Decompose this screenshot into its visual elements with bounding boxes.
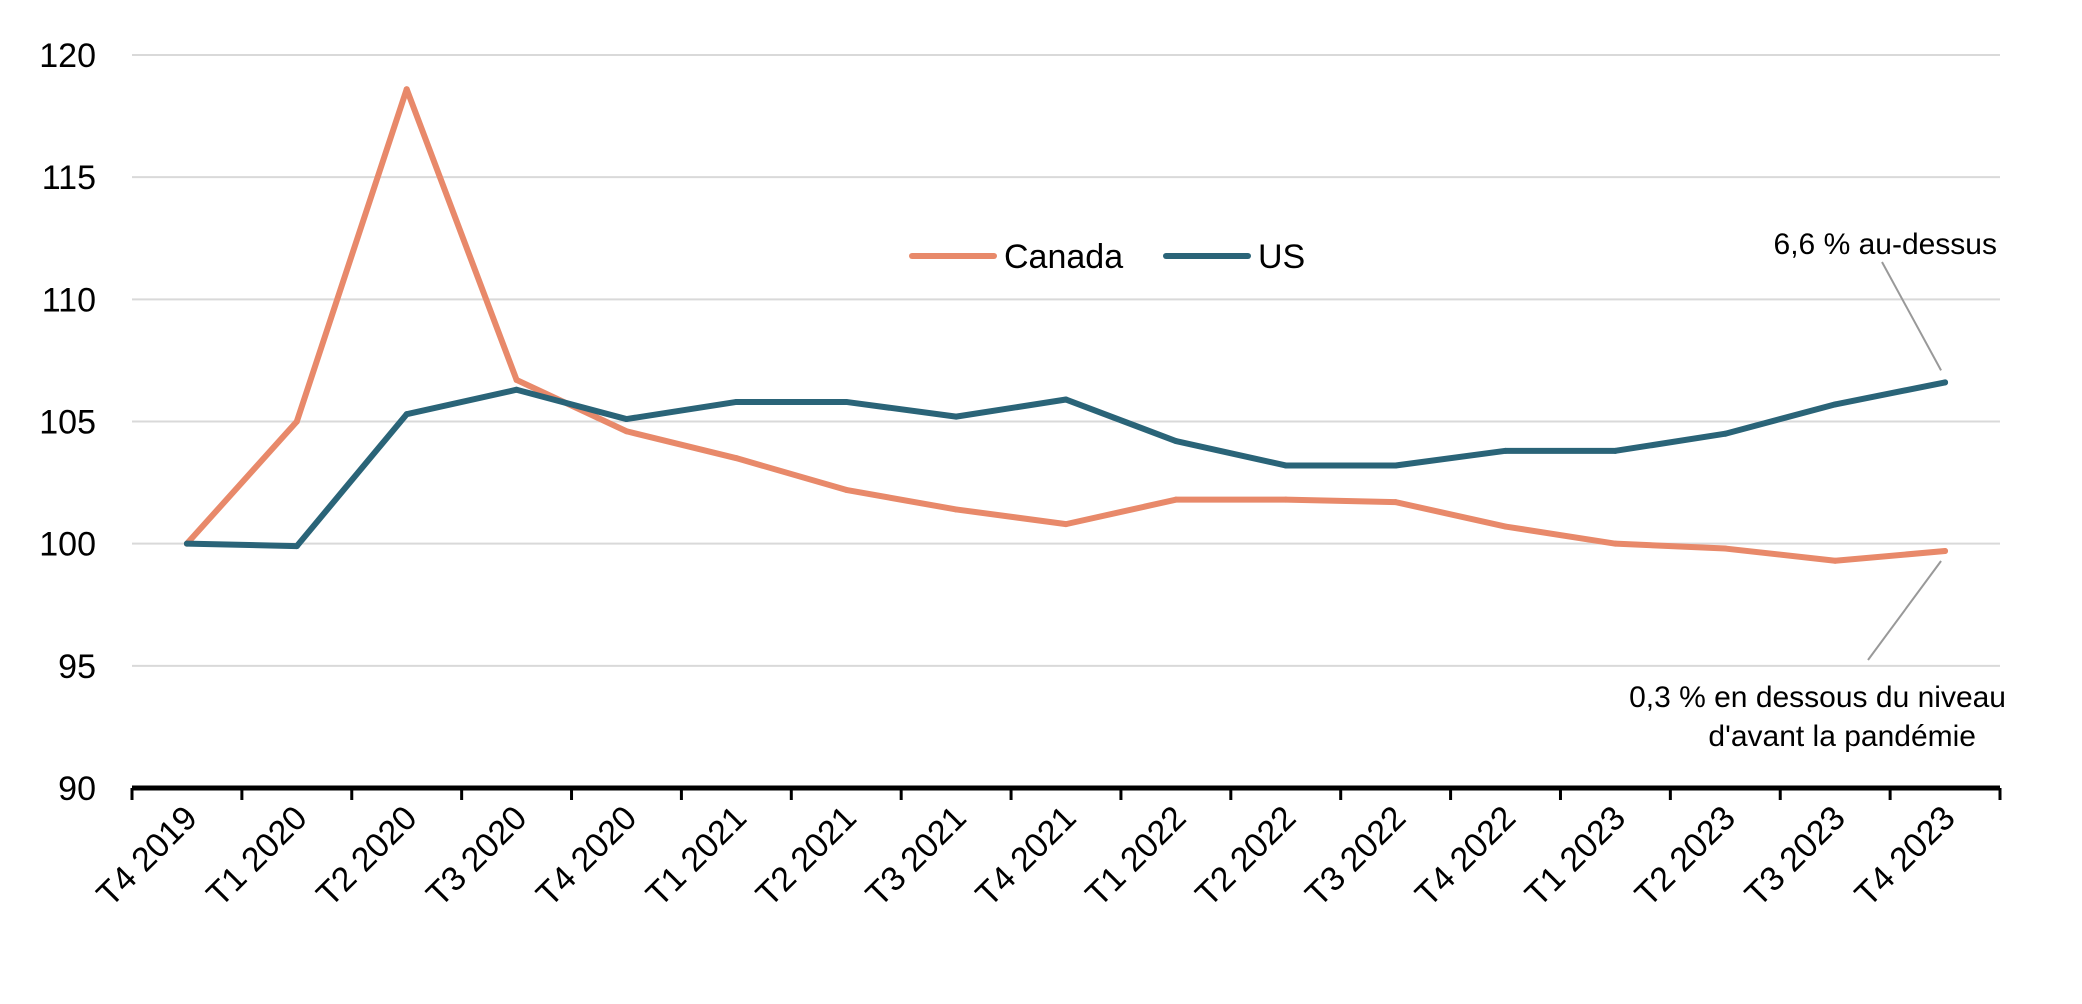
data-point-us	[1942, 379, 1949, 386]
data-point-canada	[843, 486, 850, 493]
y-tick-label: 90	[58, 770, 96, 808]
y-tick-label: 120	[39, 37, 96, 75]
data-point-us	[403, 411, 410, 418]
data-point-canada	[1612, 540, 1619, 547]
x-tick-label: T1 2023	[1518, 799, 1633, 914]
data-point-us	[1282, 462, 1289, 469]
data-point-canada	[293, 418, 300, 425]
data-point-canada	[1832, 557, 1839, 564]
annotation-text-canada: d'avant la pandémie	[1708, 720, 1976, 753]
data-point-canada	[623, 428, 630, 435]
x-tick-label: T4 2022	[1408, 799, 1523, 914]
legend: Canada US	[909, 238, 1305, 276]
x-tick-label: T4 2020	[529, 799, 644, 914]
data-point-us	[1172, 438, 1179, 445]
data-point-canada	[1392, 499, 1399, 506]
data-point-canada	[1942, 547, 1949, 554]
annotation-leader-us	[1881, 261, 1942, 371]
series-line-canada	[183, 86, 1949, 564]
data-point-canada	[513, 376, 520, 383]
data-point-canada	[1502, 523, 1509, 530]
data-point-canada	[1282, 496, 1289, 503]
data-point-canada	[403, 86, 410, 93]
data-point-canada	[953, 506, 960, 513]
x-tick-label: T1 2020	[199, 799, 314, 914]
data-point-canada	[1172, 496, 1179, 503]
data-point-us	[733, 398, 740, 405]
x-tick-label: T4 2023	[1848, 799, 1963, 914]
data-point-us	[293, 543, 300, 550]
x-tick-label: T3 2023	[1738, 799, 1853, 914]
x-tick-label: T3 2020	[419, 799, 534, 914]
data-point-canada	[1722, 545, 1729, 552]
data-point-us	[513, 386, 520, 393]
annotation-leader-canada	[1867, 560, 1942, 661]
y-tick-label: 105	[39, 404, 96, 442]
y-tick-label: 110	[42, 281, 96, 319]
data-point-canada	[1063, 521, 1069, 528]
data-point-us	[1392, 462, 1399, 469]
y-tick-label: 100	[39, 526, 96, 564]
annotations: 6,6 % au-dessus 0,3 % en dessous du nivea…	[1629, 228, 2006, 753]
x-tick-label: T1 2022	[1078, 799, 1193, 914]
data-point-canada	[733, 455, 740, 462]
x-tick-label: T2 2023	[1628, 799, 1743, 914]
annotation-text-canada: 0,3 % en dessous du niveau	[1629, 681, 2006, 714]
x-tick-label: T1 2021	[639, 799, 754, 914]
data-point-us	[843, 398, 850, 405]
x-tick-label: T2 2021	[749, 799, 864, 914]
x-tick-label: T4 2019	[90, 799, 205, 914]
y-tick-label: 115	[42, 159, 96, 197]
legend-label-us: US	[1258, 238, 1305, 276]
data-point-us	[183, 540, 190, 547]
y-axis: 90 95 100 105 110 115 120	[39, 37, 96, 808]
data-point-us	[1502, 447, 1509, 454]
x-tick-label: T3 2022	[1298, 799, 1413, 914]
data-point-us	[953, 413, 960, 420]
x-tick-label: T2 2020	[309, 799, 424, 914]
annotation-text-us: 6,6 % au-dessus	[1774, 228, 1997, 261]
legend-label-canada: Canada	[1004, 238, 1123, 276]
data-point-us	[1832, 401, 1839, 408]
y-tick-label: 95	[58, 648, 96, 686]
x-tick-label: T4 2021	[969, 799, 1084, 914]
data-point-us	[623, 416, 630, 423]
data-point-us	[1612, 447, 1619, 454]
data-point-us	[1722, 430, 1729, 437]
data-point-us	[1063, 396, 1069, 403]
gridlines	[132, 54, 2000, 667]
series-lines	[183, 86, 1949, 564]
x-tick-label: T3 2021	[859, 799, 974, 914]
x-tick-label: T2 2022	[1188, 799, 1303, 914]
